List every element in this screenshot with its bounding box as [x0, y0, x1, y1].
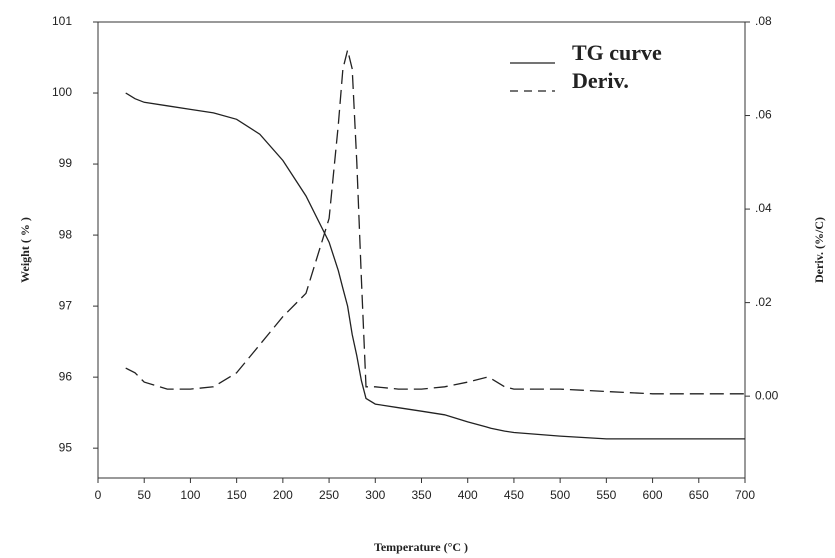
series-line [125, 92, 745, 440]
x-tick-label: 700 [735, 488, 755, 502]
y-tick-label: 95 [59, 440, 73, 454]
x-tick-label: 200 [273, 488, 293, 502]
y-tick-label: 96 [59, 369, 73, 383]
x-tick-label: 150 [227, 488, 247, 502]
y2-axis-title: Deriv. (%/C) [812, 217, 826, 283]
x-tick-label: 100 [180, 488, 200, 502]
y-axis-title: Weight ( % ) [18, 217, 32, 283]
series-line [125, 49, 745, 395]
y-tick-label: 97 [59, 298, 73, 312]
x-tick-label: 650 [689, 488, 709, 502]
y2-tick-label: .06 [755, 108, 772, 122]
x-tick-label: 450 [504, 488, 524, 502]
x-tick-label: 400 [458, 488, 478, 502]
y-tick-label: 98 [59, 227, 73, 241]
x-tick-label: 550 [596, 488, 616, 502]
y2-tick-label: .02 [755, 295, 772, 309]
y-tick-label: 101 [52, 14, 72, 28]
x-tick-label: 250 [319, 488, 339, 502]
x-tick-label: 350 [411, 488, 431, 502]
legend-label: TG curve [572, 40, 662, 65]
plot-frame [97, 21, 746, 479]
y2-tick-label: .08 [755, 14, 772, 28]
y2-tick-label: 0.00 [755, 388, 779, 402]
x-tick-label: 600 [643, 488, 663, 502]
x-tick-label: 300 [365, 488, 385, 502]
y-tick-label: 99 [59, 156, 73, 170]
x-tick-label: 0 [95, 488, 102, 502]
y2-tick-label: .04 [755, 201, 772, 215]
y-tick-label: 100 [52, 85, 72, 99]
x-axis-title: Temperature (°C ) [374, 540, 468, 554]
x-tick-label: 50 [138, 488, 152, 502]
x-tick-label: 500 [550, 488, 570, 502]
legend-label: Deriv. [572, 68, 629, 93]
